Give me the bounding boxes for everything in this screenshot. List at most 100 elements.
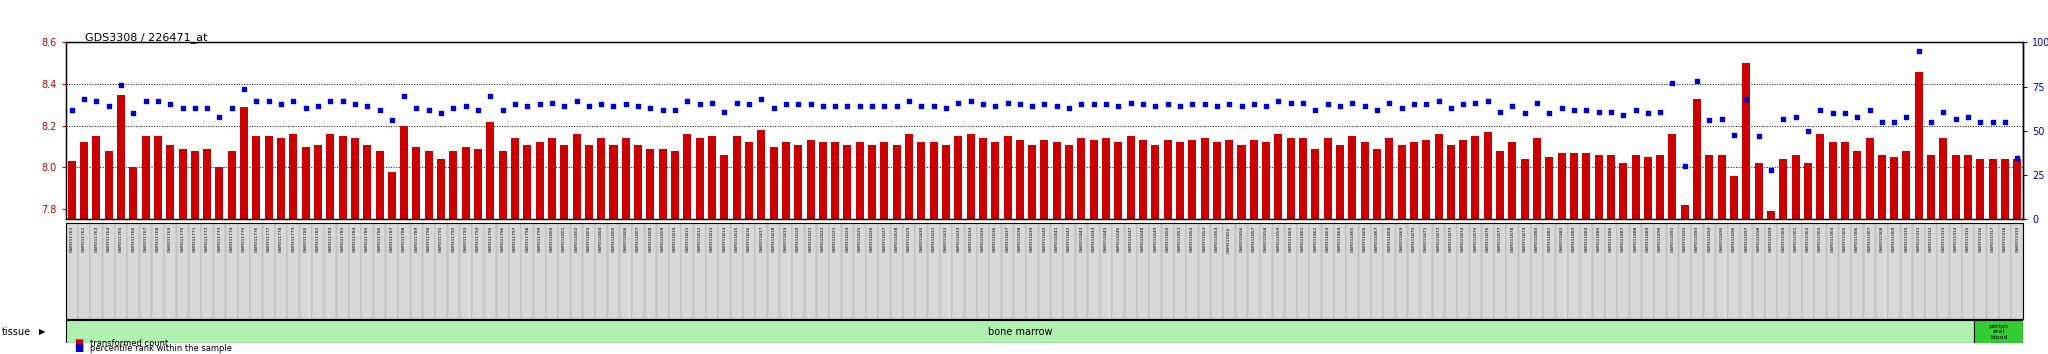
- Text: GSM311893: GSM311893: [1696, 226, 1700, 252]
- Bar: [127, 223, 139, 319]
- Point: [1065, 102, 1098, 107]
- Text: GSM311774: GSM311774: [229, 226, 233, 252]
- Bar: [1522, 159, 1528, 219]
- Bar: [598, 138, 606, 219]
- Point: [1522, 100, 1554, 105]
- Point: [1274, 100, 1307, 105]
- Bar: [1534, 138, 1540, 219]
- Point: [203, 114, 236, 120]
- Bar: [524, 144, 530, 219]
- Text: GSM311839: GSM311839: [1030, 226, 1034, 252]
- Point: [436, 105, 469, 111]
- Point: [154, 102, 186, 107]
- Point: [1335, 100, 1368, 105]
- Point: [1016, 103, 1049, 109]
- Bar: [1645, 157, 1653, 219]
- Bar: [1434, 223, 1444, 319]
- Text: GSM311810: GSM311810: [674, 226, 678, 252]
- Bar: [1137, 223, 1149, 319]
- Text: GSM311851: GSM311851: [1178, 226, 1182, 252]
- Bar: [1014, 223, 1026, 319]
- Point: [117, 110, 150, 116]
- Bar: [1001, 223, 1014, 319]
- Point: [1028, 102, 1061, 107]
- Text: GSM311781: GSM311781: [315, 226, 319, 252]
- Point: [696, 100, 729, 105]
- Bar: [596, 223, 606, 319]
- Bar: [1284, 223, 1296, 319]
- Bar: [1421, 140, 1430, 219]
- Bar: [449, 151, 457, 219]
- Bar: [1939, 138, 1948, 219]
- Text: GSM311854: GSM311854: [1214, 226, 1219, 252]
- Text: GSM311850: GSM311850: [1165, 226, 1169, 252]
- Bar: [645, 223, 655, 319]
- Bar: [1890, 157, 1898, 219]
- Point: [1546, 105, 1579, 111]
- Point: [313, 98, 346, 104]
- Text: GSM311827: GSM311827: [883, 226, 887, 252]
- Bar: [1778, 223, 1790, 319]
- Bar: [1038, 223, 1051, 319]
- Bar: [213, 223, 225, 319]
- Bar: [967, 134, 975, 219]
- Text: GSM311768: GSM311768: [156, 226, 160, 252]
- Text: GSM311840: GSM311840: [1042, 226, 1047, 252]
- Point: [979, 103, 1012, 109]
- Bar: [461, 147, 469, 219]
- Text: GSM311843: GSM311843: [1079, 226, 1083, 252]
- Point: [598, 103, 631, 109]
- Point: [412, 107, 444, 113]
- Bar: [1260, 223, 1272, 319]
- Text: GSM311903: GSM311903: [1819, 226, 1823, 252]
- Bar: [989, 223, 1001, 319]
- Text: GSM311806: GSM311806: [625, 226, 629, 252]
- Bar: [1223, 223, 1235, 319]
- Point: [1669, 164, 1702, 169]
- Point: [819, 103, 852, 109]
- Bar: [1311, 149, 1319, 219]
- Text: GSM311800: GSM311800: [551, 226, 553, 252]
- Point: [449, 103, 481, 109]
- Bar: [1716, 223, 1729, 319]
- Bar: [176, 223, 188, 319]
- Text: GSM311762: GSM311762: [82, 226, 86, 252]
- Point: [1620, 107, 1653, 113]
- Bar: [1544, 223, 1554, 319]
- Bar: [1999, 223, 2011, 319]
- Point: [659, 107, 692, 113]
- Bar: [1839, 223, 1851, 319]
- Bar: [1866, 138, 1874, 219]
- Text: GSM311779: GSM311779: [291, 226, 295, 252]
- Point: [856, 103, 889, 109]
- Text: GSM311896: GSM311896: [1733, 226, 1737, 252]
- Bar: [262, 223, 274, 319]
- Bar: [1864, 223, 1876, 319]
- Point: [461, 107, 494, 113]
- Bar: [1176, 142, 1184, 219]
- Text: periph
eral
blood: periph eral blood: [1989, 324, 2009, 340]
- Bar: [1780, 159, 1788, 219]
- Bar: [326, 134, 334, 219]
- Bar: [1247, 223, 1260, 319]
- Bar: [1087, 223, 1100, 319]
- Text: GSM311819: GSM311819: [784, 226, 788, 252]
- Bar: [336, 223, 348, 319]
- Text: GSM311916: GSM311916: [1978, 226, 1982, 252]
- Text: GSM311828: GSM311828: [895, 226, 899, 252]
- Text: GSM311898: GSM311898: [1757, 226, 1761, 252]
- Bar: [1483, 223, 1493, 319]
- Point: [68, 96, 100, 102]
- Point: [1657, 80, 1690, 86]
- Bar: [831, 142, 840, 219]
- Bar: [1004, 136, 1012, 219]
- Text: GSM311772: GSM311772: [205, 226, 209, 252]
- Point: [1200, 103, 1233, 109]
- Bar: [139, 223, 152, 319]
- Point: [684, 102, 717, 107]
- Bar: [1323, 138, 1331, 219]
- Bar: [1507, 223, 1518, 319]
- Text: GSM311915: GSM311915: [1966, 226, 1970, 252]
- Bar: [1163, 140, 1171, 219]
- Point: [1534, 110, 1567, 116]
